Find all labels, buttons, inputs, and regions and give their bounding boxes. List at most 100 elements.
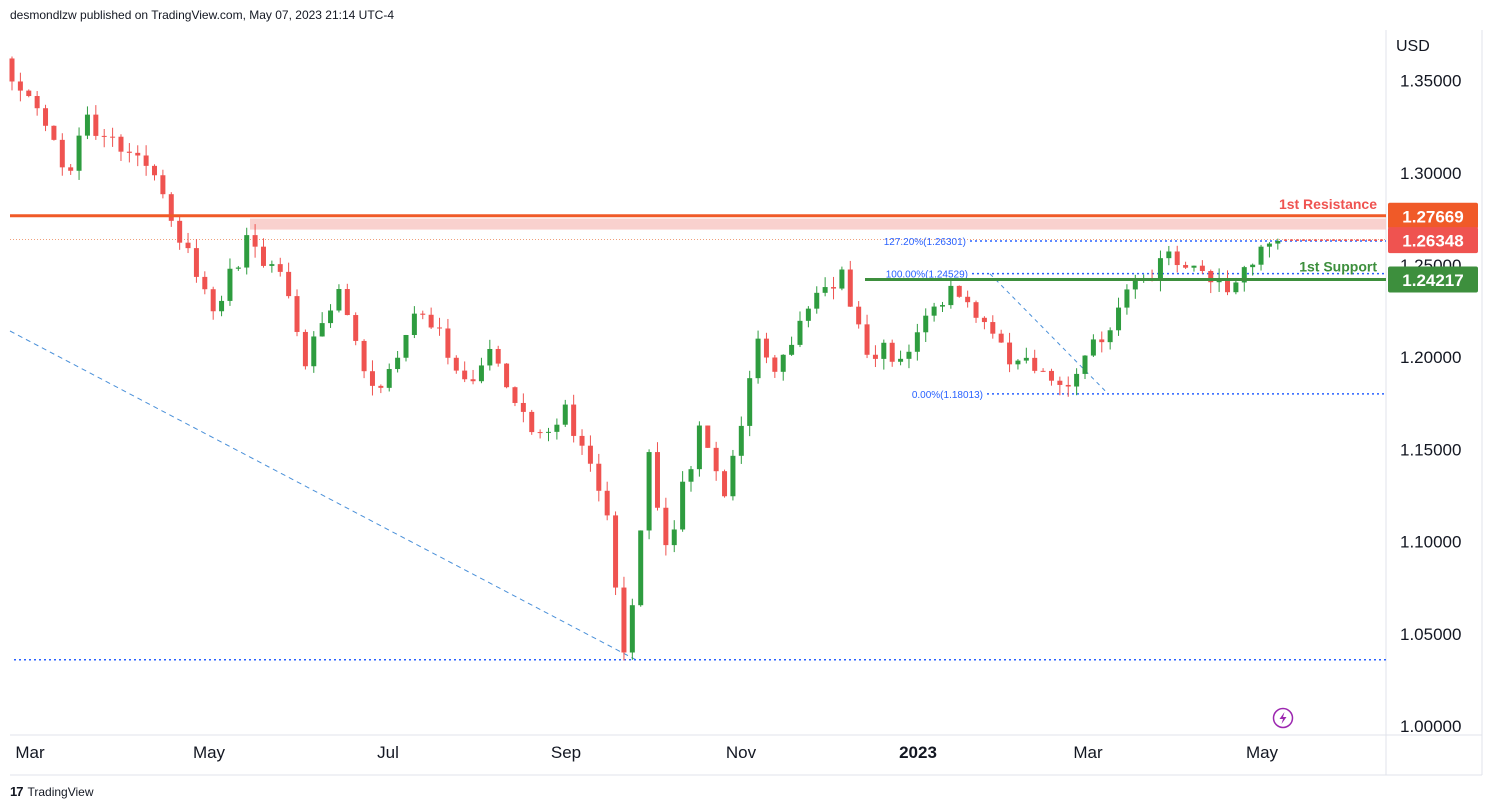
descending-trendline: [9, 330, 637, 661]
x-tick-label: 2023: [899, 743, 937, 762]
candle-body: [495, 348, 501, 364]
candle-body: [1191, 265, 1197, 268]
time-axis[interactable]: Mar May Jul Sep Nov 2023 Mar May: [15, 743, 1278, 762]
candle-body: [571, 404, 577, 436]
candle-body: [328, 310, 334, 324]
candle-body: [847, 269, 853, 307]
candle-body: [1065, 384, 1071, 387]
candle-body: [76, 135, 82, 171]
candle-body: [1174, 251, 1180, 266]
candle-body: [462, 370, 468, 380]
candle-body: [1250, 264, 1256, 268]
candle-body: [688, 469, 694, 482]
candle-body: [51, 125, 57, 140]
candle-body: [1007, 342, 1013, 365]
footer-brand[interactable]: 17 TradingView: [10, 784, 94, 799]
candle-body: [747, 378, 753, 426]
y-tick-label: 1.15000: [1400, 440, 1461, 459]
candle-body: [831, 287, 837, 289]
candle-body: [613, 515, 619, 588]
candle-body: [546, 431, 552, 433]
candle-body: [445, 328, 451, 358]
candle-body: [227, 268, 233, 301]
candle-body: [93, 114, 99, 136]
candle-body: [277, 264, 283, 272]
y-tick-label: 1.20000: [1400, 348, 1461, 367]
candle-body: [9, 58, 15, 82]
candle-body: [420, 313, 426, 315]
currency-label: USD: [1396, 38, 1430, 55]
candle-body: [1275, 240, 1281, 244]
candle-body: [235, 267, 241, 269]
candle-body: [1266, 243, 1272, 247]
candle-body: [814, 292, 820, 309]
resistance-zone-rect: [250, 218, 1386, 230]
price-badges: 1.27669 1.26348 1.24217: [1388, 202, 1478, 293]
candle-body: [990, 322, 996, 334]
candle-body: [738, 425, 744, 456]
support-label: 1st Support: [1299, 258, 1377, 274]
candle-body: [68, 167, 74, 171]
candle-body: [1225, 278, 1231, 293]
candle-body: [948, 285, 954, 306]
candle-body: [1057, 380, 1063, 385]
candle-body: [537, 432, 543, 434]
candle-body: [478, 365, 484, 382]
candle-body: [395, 357, 401, 370]
candle-body: [269, 264, 275, 266]
candle-body: [696, 425, 702, 470]
candle-body: [504, 363, 510, 388]
candle-body: [923, 315, 929, 333]
candle-body: [1157, 258, 1163, 281]
candle-body: [168, 194, 174, 221]
candle-body: [1090, 339, 1096, 356]
y-tick-label: 1.05000: [1400, 625, 1461, 644]
candle-body: [898, 358, 904, 362]
candle-body: [755, 338, 761, 379]
price-scale[interactable]: 1.350001.300001.250001.200001.150001.100…: [1400, 72, 1461, 736]
candle-body: [872, 354, 878, 359]
candle-body: [629, 605, 635, 653]
candle-body: [772, 357, 778, 372]
y-tick-label: 1.35000: [1400, 72, 1461, 91]
lightning-icon[interactable]: [1272, 707, 1294, 729]
resistance-badge-bg: [1388, 202, 1478, 229]
candle-body: [1233, 282, 1239, 293]
candle-body: [26, 90, 32, 97]
candle-body: [713, 447, 719, 472]
candle-body: [252, 235, 258, 247]
tradingview-logo-icon: 17: [10, 784, 24, 799]
candle-body: [302, 331, 308, 367]
candle-body: [143, 155, 149, 166]
candle-body: [1132, 279, 1138, 290]
candle-body: [646, 452, 652, 531]
candle-body: [1208, 270, 1214, 283]
candle-body: [805, 308, 811, 321]
candle-body: [906, 351, 912, 359]
candle-body: [881, 342, 887, 359]
candle-body: [554, 424, 560, 432]
current-price-badge-label: 1.26348: [1402, 232, 1463, 251]
fib-100-label: 100.00%(1.24529): [886, 270, 968, 281]
candle-body: [369, 371, 375, 386]
candle-body: [437, 327, 443, 329]
candle-body: [185, 242, 191, 249]
trend-lines: [9, 239, 1386, 661]
candle-body: [621, 587, 627, 653]
candle-body: [135, 152, 141, 156]
candle-body: [965, 296, 971, 303]
current-price-badge-bg: [1388, 227, 1478, 254]
support-badge-label: 1.24217: [1402, 271, 1463, 290]
candle-body: [797, 320, 803, 345]
candle-body: [126, 151, 132, 153]
candle-body: [1074, 373, 1080, 387]
candle-body: [319, 323, 325, 337]
candle-body: [1116, 307, 1122, 331]
candle-body: [1241, 267, 1247, 283]
y-tick-label: 1.00000: [1400, 717, 1461, 736]
x-tick-label: Mar: [1073, 743, 1103, 762]
candle-body: [219, 300, 225, 312]
candle-body: [956, 285, 962, 297]
